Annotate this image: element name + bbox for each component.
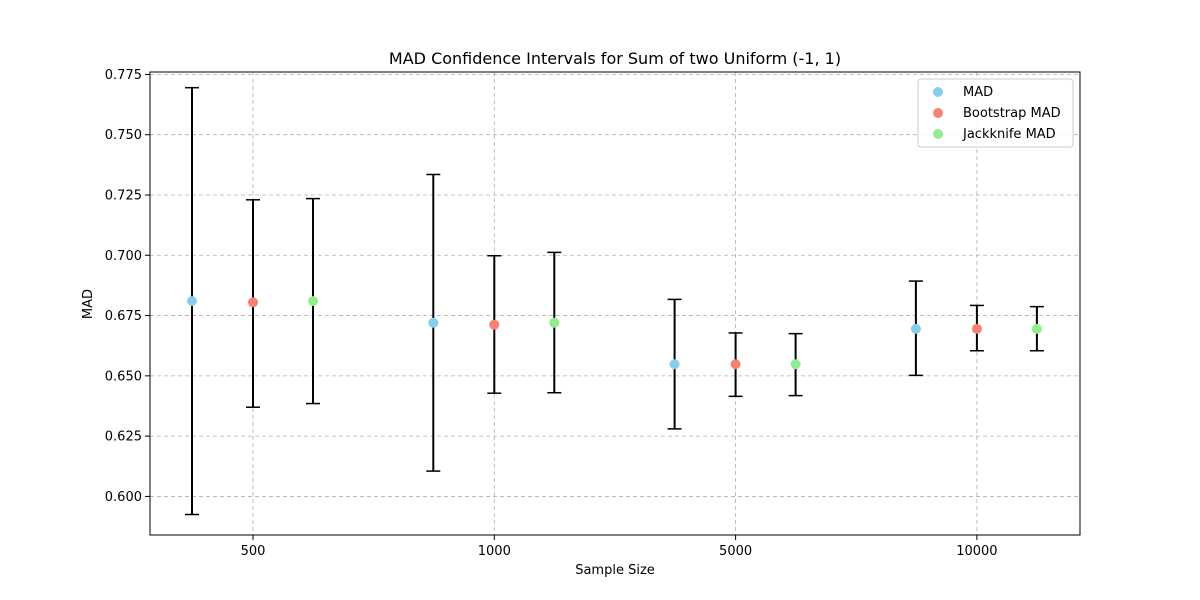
series-mad [185, 86, 923, 516]
data-point [1031, 323, 1042, 334]
legend-label-mad: MAD [963, 85, 993, 100]
x-tick-label: 5000 [719, 544, 752, 559]
chart-title: MAD Confidence Intervals for Sum of two … [389, 49, 841, 68]
y-tick-label: 0.675 [105, 309, 142, 324]
legend-marker-bootstrap-mad [933, 108, 943, 118]
data-point [308, 296, 318, 307]
grid [150, 72, 1080, 535]
data-point [549, 317, 560, 328]
data-point [489, 319, 500, 330]
data-point [910, 323, 921, 334]
legend-frame [917, 78, 1074, 148]
y-axis-ticks: 0.600 0.625 0.650 0.675 0.700 0.725 0.750 0.775 [105, 68, 150, 505]
data-point [730, 359, 741, 370]
legend-label-bootstrap-mad: Bootstrap MAD [963, 106, 1061, 121]
y-tick-label: 0.750 [105, 128, 142, 143]
data-point [248, 297, 258, 308]
y-tick-label: 0.650 [105, 369, 142, 384]
data-point [790, 359, 801, 370]
legend: MAD Bootstrap MAD Jackknife MAD [917, 78, 1074, 148]
x-axis-ticks: 500 1000 5000 10000 [241, 535, 998, 559]
y-axis-label: MAD [81, 289, 96, 319]
y-tick-label: 0.625 [105, 430, 142, 445]
data-point [187, 296, 197, 307]
series-layer [185, 86, 1044, 516]
y-tick-label: 0.700 [105, 249, 142, 264]
x-tick-label: 500 [241, 544, 266, 559]
x-tick-label: 10000 [956, 544, 997, 559]
y-tick-label: 0.600 [105, 490, 142, 505]
data-point [669, 359, 680, 370]
y-tick-label: 0.775 [105, 68, 142, 83]
series-bootstrap-mad [246, 199, 984, 408]
x-tick-label: 1000 [478, 544, 511, 559]
series-jackknife-mad [306, 197, 1044, 405]
y-tick-label: 0.725 [105, 188, 142, 203]
data-point [971, 323, 982, 334]
legend-marker-mad [933, 87, 943, 97]
data-point [428, 317, 439, 328]
x-axis-label: Sample Size [575, 563, 655, 578]
legend-marker-jackknife-mad [933, 129, 943, 139]
plot-area-frame [149, 71, 1081, 536]
legend-label-jackknife-mad: Jackknife MAD [962, 127, 1056, 142]
